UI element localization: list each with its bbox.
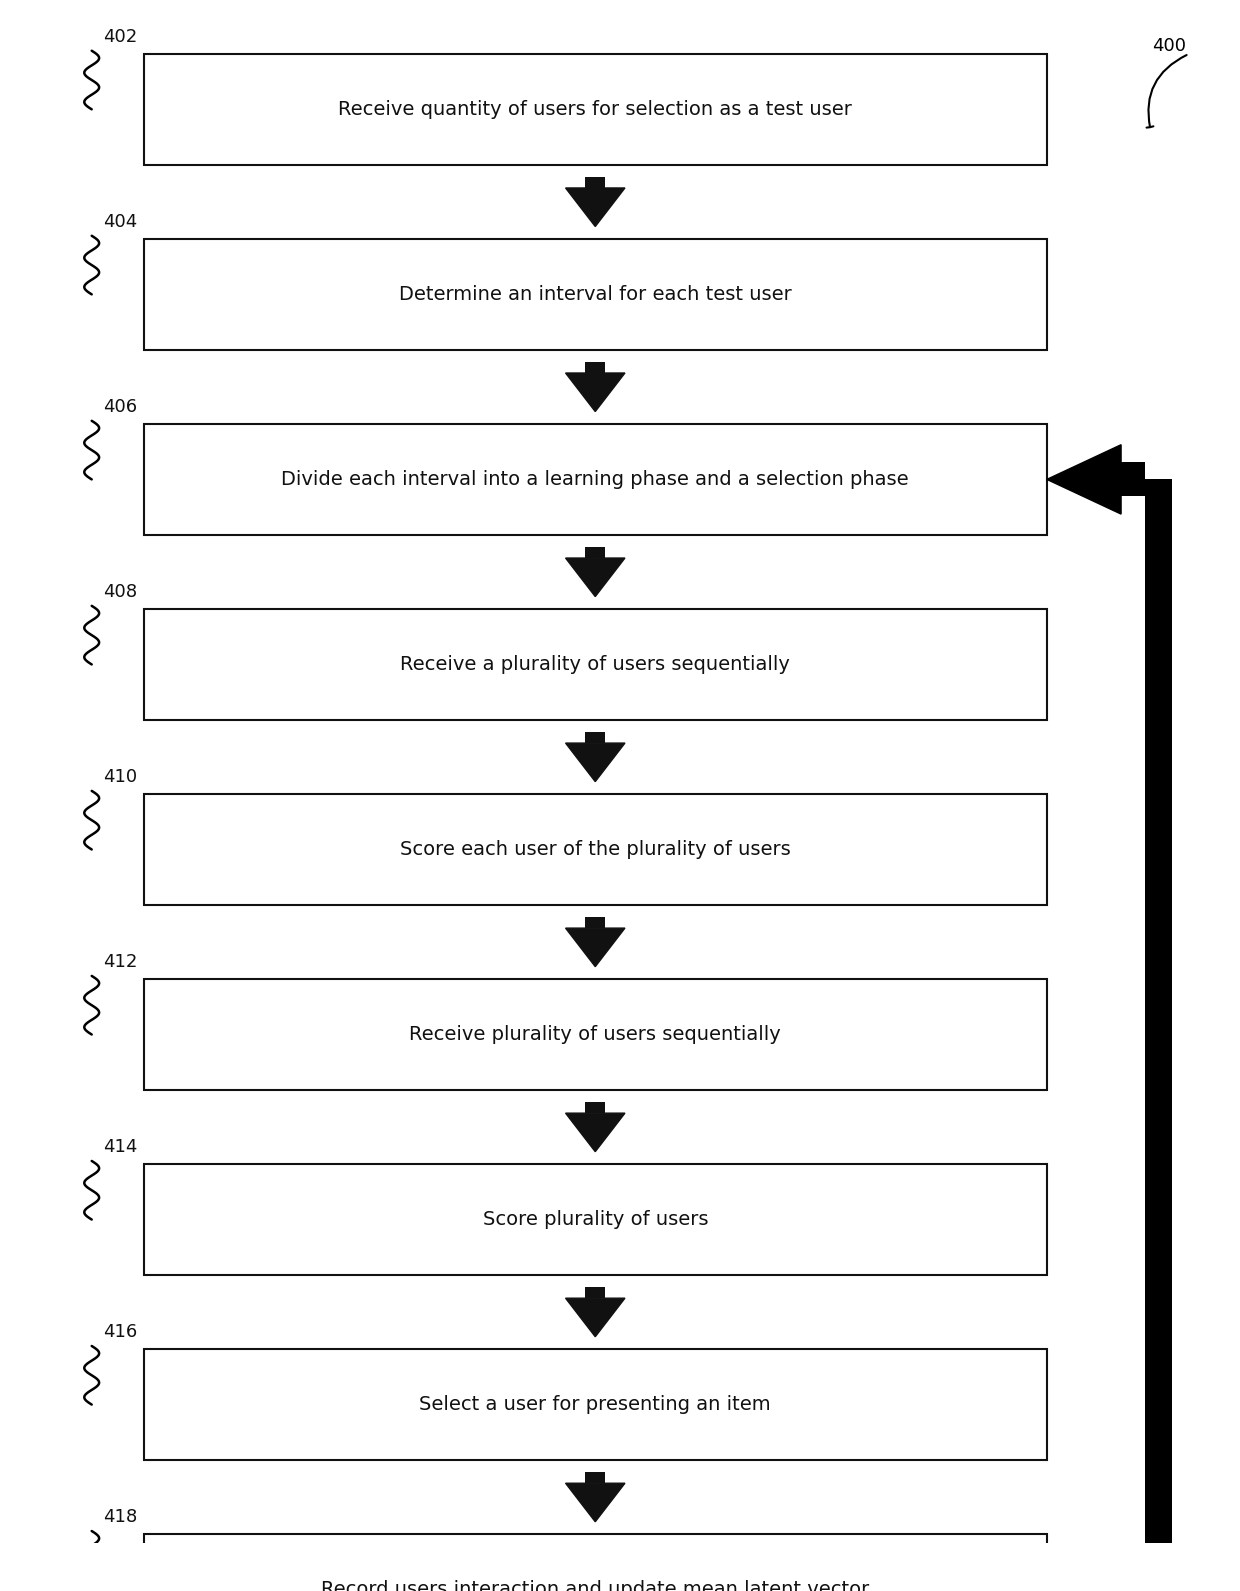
Bar [144,609,1047,721]
Text: 410: 410 [103,768,138,786]
Text: 416: 416 [103,1324,138,1341]
Text: Divide each interval into a learning phase and a selection phase: Divide each interval into a learning pha… [281,469,909,488]
Text: Determine an interval for each test user: Determine an interval for each test user [399,285,791,304]
Bar [144,239,1047,350]
Bar [1145,479,1172,1589]
Bar [144,1349,1047,1461]
Text: 418: 418 [103,1508,138,1526]
Polygon shape [565,743,625,781]
Polygon shape [565,1298,625,1336]
Text: 412: 412 [103,953,138,971]
Bar [144,978,1047,1090]
Text: Score plurality of users: Score plurality of users [482,1211,708,1228]
Polygon shape [565,372,625,412]
Bar [585,1472,605,1483]
Text: 404: 404 [103,213,138,231]
Text: 414: 414 [103,1138,138,1157]
Bar [585,547,605,558]
Polygon shape [565,558,625,597]
Bar [1047,1572,1172,1591]
Bar [144,1165,1047,1274]
Bar [1121,463,1145,496]
Bar [585,1103,605,1114]
Text: Record users interaction and update mean latent vector: Record users interaction and update mean… [321,1580,869,1591]
Bar [144,1534,1047,1591]
Bar [144,54,1047,165]
Text: 402: 402 [103,29,138,46]
Bar [585,918,605,928]
Bar [585,732,605,743]
Bar [585,363,605,372]
Text: Select a user for presenting an item: Select a user for presenting an item [419,1395,771,1414]
Text: Receive plurality of users sequentially: Receive plurality of users sequentially [409,1025,781,1044]
Bar [585,177,605,188]
Polygon shape [565,1114,625,1152]
Bar [144,794,1047,905]
Text: Score each user of the plurality of users: Score each user of the plurality of user… [399,840,791,859]
Text: Receive quantity of users for selection as a test user: Receive quantity of users for selection … [339,100,852,119]
Bar [144,423,1047,535]
Text: 400: 400 [1152,37,1185,56]
Text: 408: 408 [103,584,138,601]
Text: Receive a plurality of users sequentially: Receive a plurality of users sequentiall… [401,655,790,675]
Bar [585,1287,605,1298]
Text: 406: 406 [103,398,138,417]
Polygon shape [565,1483,625,1521]
Polygon shape [1047,445,1121,514]
Polygon shape [565,928,625,967]
Polygon shape [565,188,625,226]
